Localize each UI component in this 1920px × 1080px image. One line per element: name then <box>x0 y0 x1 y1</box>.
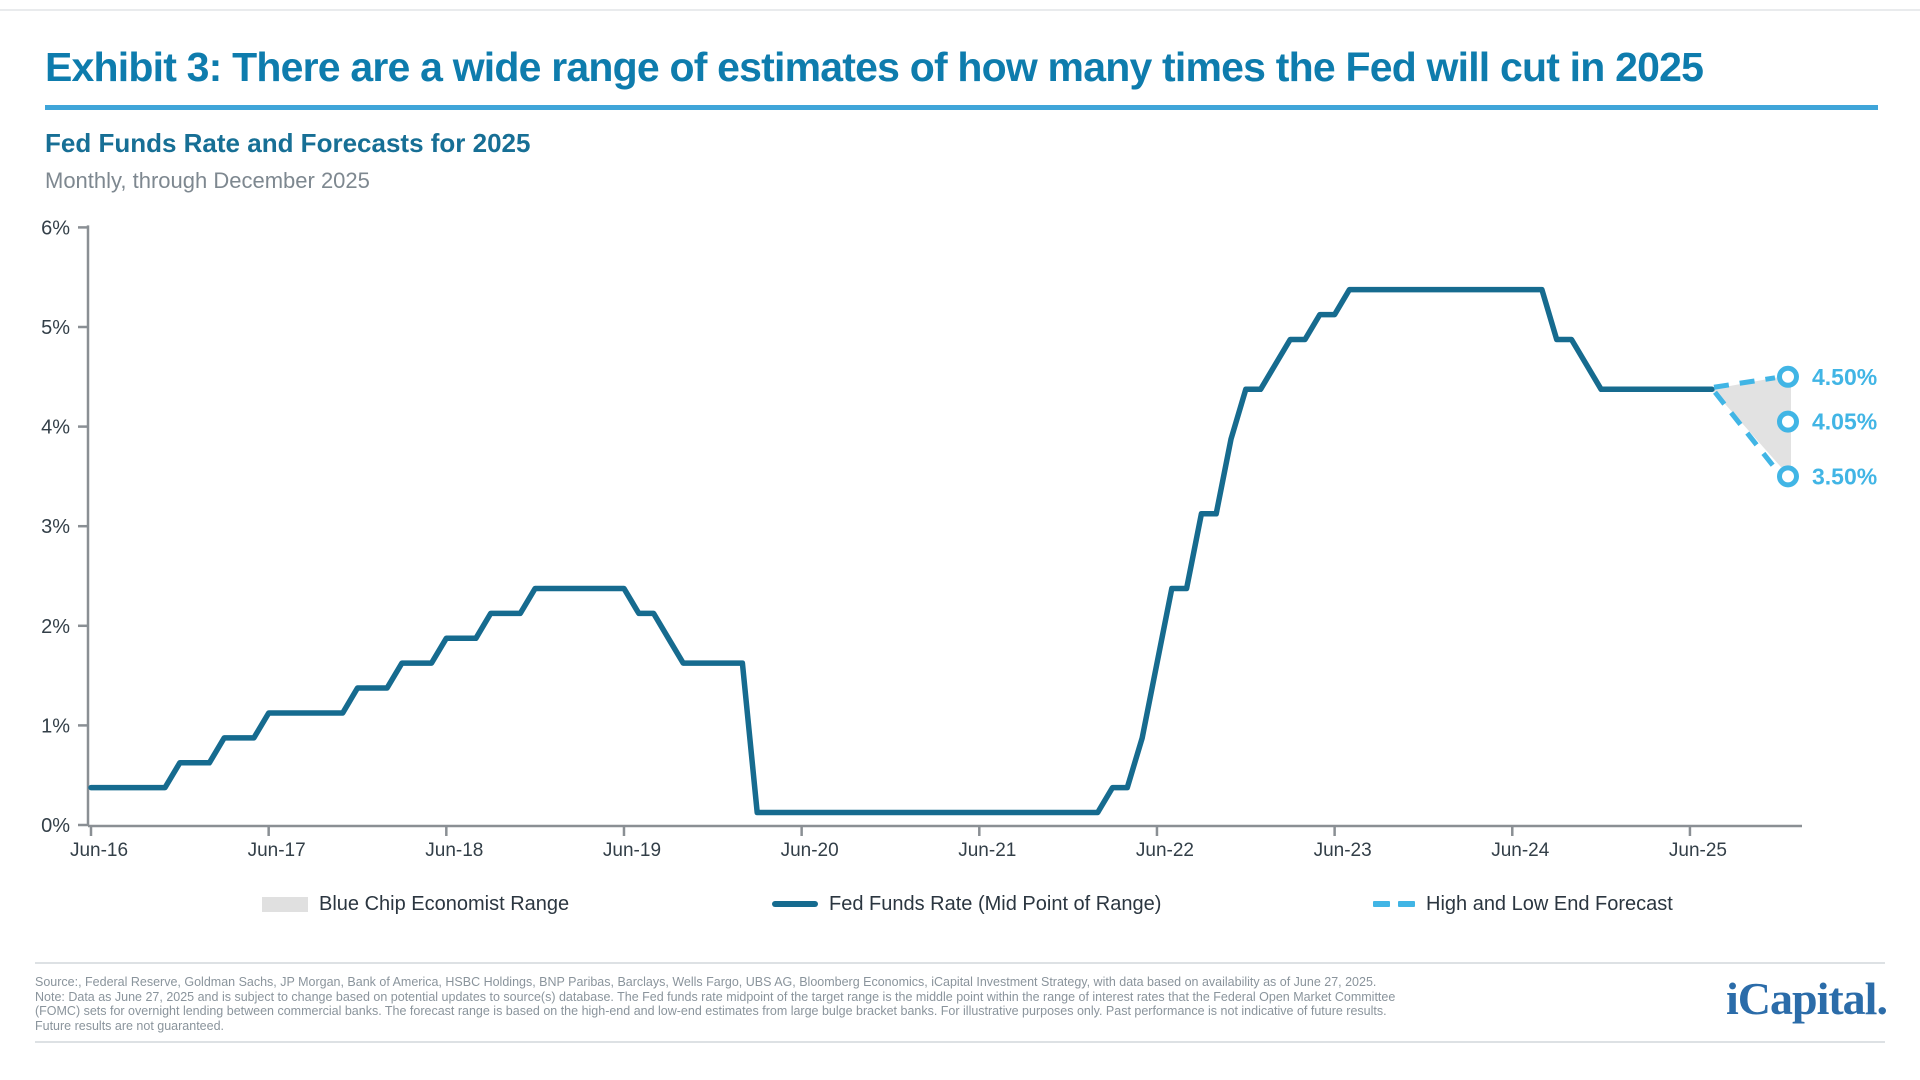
y-tick-label: 1% <box>41 715 70 737</box>
x-tick-label: Jun-16 <box>70 840 128 861</box>
top-divider <box>0 9 1920 11</box>
x-tick-label: Jun-25 <box>1669 840 1727 861</box>
y-tick-label: 3% <box>41 516 70 538</box>
x-tick-label: Jun-22 <box>1136 840 1194 861</box>
y-tick-label: 4% <box>41 417 70 439</box>
fed-funds-rate-line <box>88 286 1715 816</box>
footer-divider-bottom <box>35 1041 1885 1043</box>
forecast-value-label: 4.05% <box>1812 409 1877 435</box>
footer-divider-top <box>35 962 1885 964</box>
legend-item-forecast: High and Low End Forecast <box>1373 890 1673 918</box>
gray-band-swatch-icon <box>262 896 308 912</box>
forecast-value-label: 4.50% <box>1812 364 1877 390</box>
chart-title: Fed Funds Rate and Forecasts for 2025 <box>45 128 531 158</box>
legend-label: High and Low End Forecast <box>1426 892 1673 915</box>
legend-item-blue-chip-range: Blue Chip Economist Range <box>262 890 569 918</box>
x-tick-label: Jun-21 <box>958 840 1016 861</box>
legend-item-fed-funds-rate: Fed Funds Rate (Mid Point of Range) <box>772 890 1161 918</box>
x-tick-label: Jun-17 <box>248 840 306 861</box>
legend-label: Fed Funds Rate (Mid Point of Range) <box>829 892 1162 915</box>
forecast-marker-circle-icon <box>1777 365 1799 388</box>
x-tick-label: Jun-20 <box>781 840 839 861</box>
forecast-low-dashed-line <box>1713 390 1778 471</box>
teal-line-swatch-icon <box>772 901 818 907</box>
forecast-high-dashed-line <box>1713 375 1776 390</box>
page-title: Exhibit 3: There are a wide range of est… <box>45 44 1704 90</box>
forecast-marker-circle-icon <box>1777 410 1799 433</box>
x-tick-label: Jun-23 <box>1314 840 1372 861</box>
y-tick-label: 0% <box>41 815 70 837</box>
forecast-value-label: 3.50% <box>1812 463 1877 489</box>
icapital-logo: iCapital. <box>1726 973 1888 1024</box>
forecast-marker-circle-icon <box>1777 465 1799 488</box>
forecast-range-fan <box>1712 374 1791 479</box>
source-note: Source:, Federal Reserve, Goldman Sachs,… <box>35 975 1396 1033</box>
y-tick-label: 6% <box>41 217 70 239</box>
title-underline <box>45 105 1878 110</box>
y-tick-label: 5% <box>41 317 70 339</box>
blue-dashes-swatch-icon <box>1373 901 1415 907</box>
x-tick-label: Jun-19 <box>603 840 661 861</box>
chart-legend: Blue Chip Economist Range Fed Funds Rate… <box>0 890 1920 920</box>
y-tick-label: 2% <box>41 616 70 638</box>
x-tick-label: Jun-24 <box>1491 840 1550 861</box>
legend-label: Blue Chip Economist Range <box>319 892 570 915</box>
x-tick-label: Jun-18 <box>425 840 483 861</box>
chart-caption: Monthly, through December 2025 <box>45 168 370 193</box>
